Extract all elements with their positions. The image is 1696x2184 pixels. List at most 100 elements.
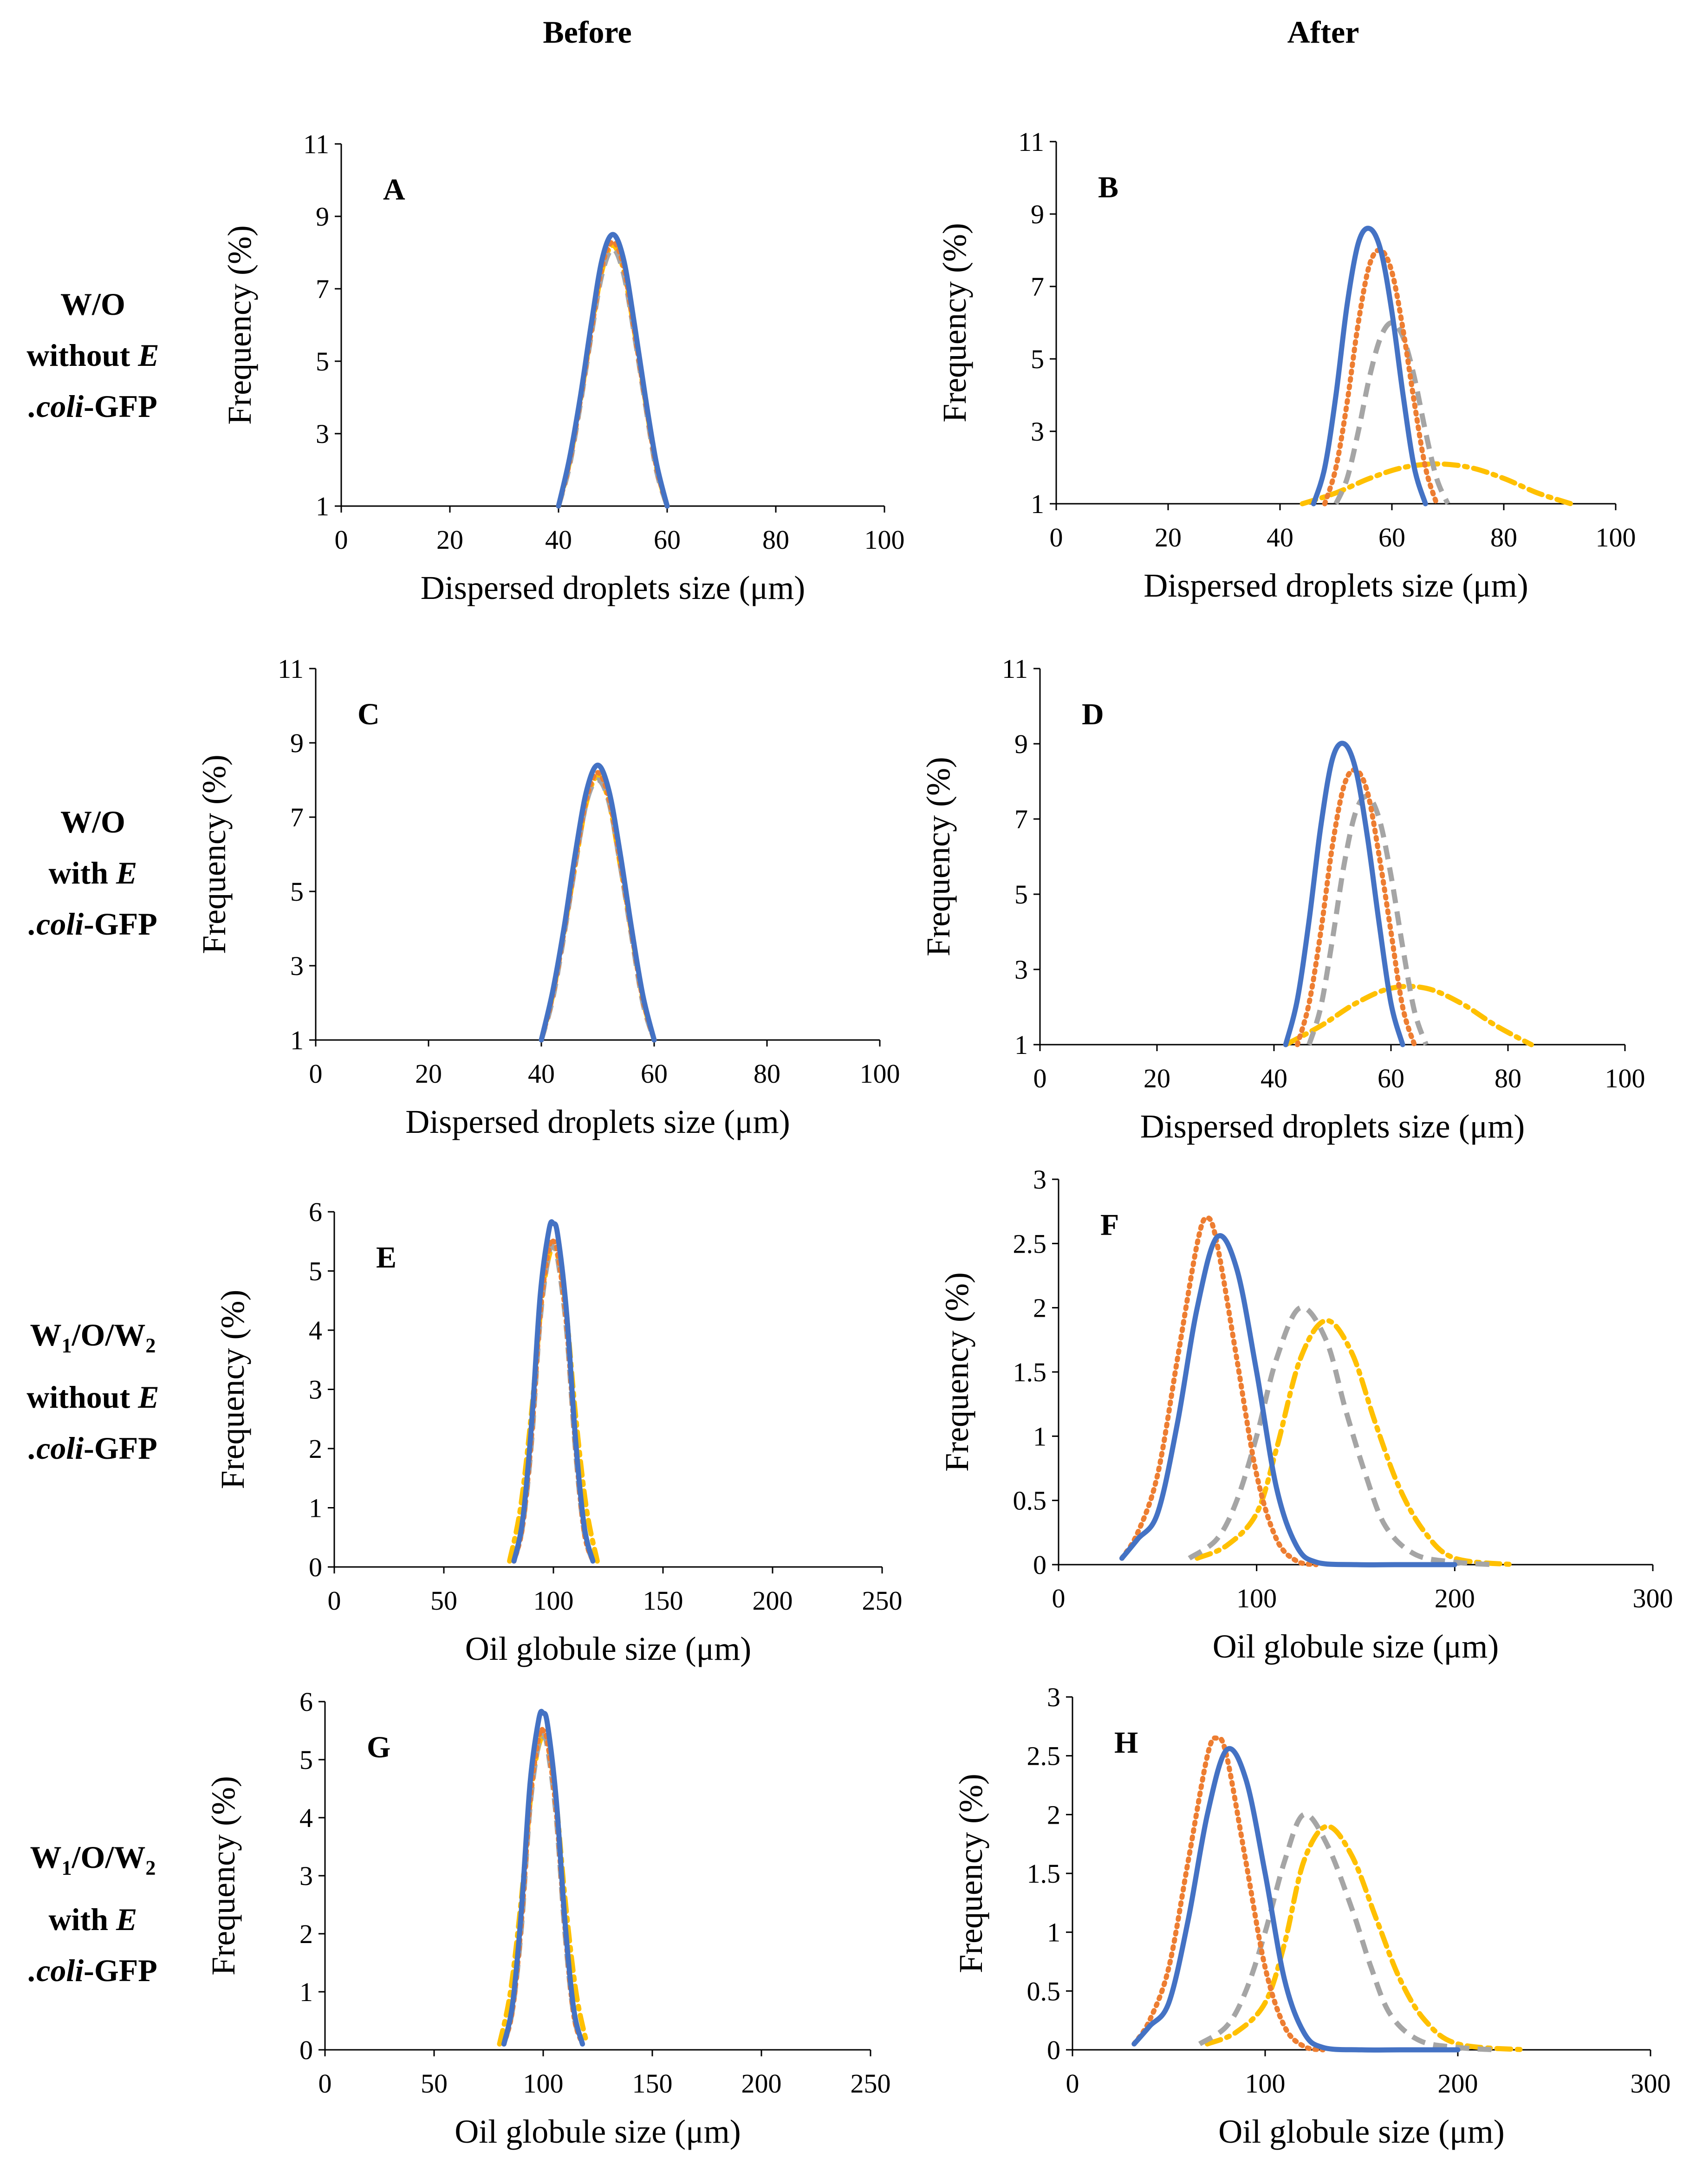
x-tick-label: 40 <box>1261 1063 1287 1093</box>
row-label-line2: with E <box>0 847 186 898</box>
x-tick-label: 100 <box>864 525 905 555</box>
x-tick-label: 20 <box>415 1059 442 1089</box>
data-series-line-2 <box>1131 1735 1326 2053</box>
x-tick-label: 60 <box>1378 1063 1404 1093</box>
row-label-genus: E <box>116 855 137 890</box>
x-tick-label: 250 <box>862 1586 903 1616</box>
x-tick-label: 50 <box>430 1586 457 1616</box>
y-axis-title: Frequency (%) <box>195 754 233 954</box>
data-series-line-2 <box>1119 1215 1319 1567</box>
y-tick-label: 3 <box>1014 955 1028 985</box>
y-tick-label: 2 <box>309 1434 322 1464</box>
x-tick-label: 300 <box>1631 2068 1671 2099</box>
y-tick-label: 7 <box>1031 272 1044 302</box>
row-label-suffix: -GFP <box>84 906 157 942</box>
y-tick-label: 9 <box>290 728 304 758</box>
x-tick-label: 80 <box>762 525 789 555</box>
row-label-genus: E <box>138 1379 159 1415</box>
row-label-line1: W/O <box>60 286 125 322</box>
x-tick-label: 0 <box>318 2068 332 2099</box>
row-label-line1: W/O <box>60 804 125 839</box>
y-tick-label: 1 <box>290 1025 304 1055</box>
x-axis-title: Dispersed droplets size (μm) <box>1140 1108 1525 1145</box>
x-tick-label: 200 <box>741 2068 782 2099</box>
y-tick-label: 7 <box>316 274 329 304</box>
x-tick-label: 80 <box>754 1059 780 1089</box>
row-label-suffix: -GFP <box>84 1952 157 1988</box>
x-tick-label: 20 <box>436 525 463 555</box>
x-tick-label: 100 <box>1236 1583 1277 1613</box>
row-label-species: .coli <box>28 1952 84 1988</box>
y-tick-label: 11 <box>278 654 304 684</box>
x-tick-label: 100 <box>533 1586 574 1616</box>
data-series-line-3 <box>1188 1305 1495 1567</box>
x-tick-label: 200 <box>753 1586 793 1616</box>
x-tick-label: 40 <box>1267 522 1293 552</box>
y-tick-label: 5 <box>290 877 304 907</box>
row-label-genus: E <box>138 338 159 373</box>
x-tick-label: 60 <box>654 525 681 555</box>
y-tick-label: 3 <box>316 419 329 449</box>
y-tick-label: 1 <box>1014 1030 1028 1060</box>
y-axis-title: Frequency (%) <box>936 223 973 422</box>
row-label-line2: without E <box>0 330 186 381</box>
y-tick-label: 0.5 <box>1013 1486 1047 1516</box>
y-axis-title: Frequency (%) <box>214 1290 251 1489</box>
y-tick-label: 11 <box>1018 127 1044 157</box>
y-tick-label: 3 <box>1033 1164 1046 1195</box>
row-label-species: .coli <box>28 906 84 942</box>
x-tick-label: 150 <box>643 1586 683 1616</box>
y-tick-label: 3 <box>309 1375 322 1405</box>
y-tick-label: 9 <box>1031 199 1044 229</box>
x-tick-label: 50 <box>421 2068 448 2099</box>
row-label-line3: .coli-GFP <box>0 898 186 949</box>
y-tick-label: 5 <box>299 1745 313 1775</box>
x-axis-title: Oil globule size (μm) <box>465 1630 751 1667</box>
panel-letter: G <box>367 1730 390 1764</box>
y-tick-label: 0 <box>1047 2035 1060 2065</box>
x-axis-title: Dispersed droplets size (μm) <box>405 1103 790 1140</box>
y-tick-label: 5 <box>1014 879 1028 910</box>
y-tick-label: 2 <box>1047 1800 1060 1830</box>
x-axis-title: Oil globule size (μm) <box>1218 2113 1504 2150</box>
y-tick-label: 1 <box>299 1977 313 2007</box>
panel-letter: C <box>357 697 380 731</box>
data-series-line-4 <box>1205 1824 1528 2053</box>
x-tick-label: 100 <box>860 1059 900 1089</box>
x-tick-label: 40 <box>528 1059 555 1089</box>
row-label-species: .coli <box>28 1430 84 1466</box>
data-series-line-4 <box>1195 1318 1517 1567</box>
x-tick-label: 0 <box>309 1059 323 1089</box>
y-tick-label: 1 <box>316 491 329 521</box>
row-label-line3: .coli-GFP <box>0 381 186 432</box>
x-tick-label: 60 <box>1378 522 1405 552</box>
row-label-wow-with: W1/O/W2 with E .coli-GFP <box>0 1832 186 1996</box>
panel-letter: H <box>1114 1726 1138 1760</box>
y-tick-label: 5 <box>1031 344 1044 374</box>
x-tick-label: 80 <box>1490 522 1517 552</box>
data-series-line-1 <box>1131 1746 1461 2053</box>
panel-letter: D <box>1082 697 1104 731</box>
row-label-prefix: without <box>26 338 138 373</box>
row-label-line1: W1/O/W2 <box>30 1317 156 1357</box>
panel-letter: F <box>1100 1208 1119 1242</box>
row-label-wow-without: W1/O/W2 without E .coli-GFP <box>0 1309 186 1474</box>
y-tick-label: 5 <box>309 1256 322 1287</box>
x-axis-title: Oil globule size (μm) <box>455 2113 741 2150</box>
y-tick-label: 1 <box>1031 489 1044 519</box>
panel-letter: B <box>1098 170 1118 204</box>
data-series-line-1 <box>501 1709 585 2047</box>
data-series-line-1 <box>511 1219 596 1564</box>
y-tick-label: 0 <box>309 1552 322 1582</box>
y-tick-label: 0 <box>299 2035 313 2065</box>
y-tick-label: 3 <box>1031 416 1044 447</box>
x-tick-label: 250 <box>851 2068 891 2099</box>
x-axis-title: Dispersed droplets size (μm) <box>421 569 805 606</box>
x-tick-label: 20 <box>1155 522 1182 552</box>
data-series-line-1 <box>1283 741 1405 1047</box>
x-tick-label: 20 <box>1144 1063 1170 1093</box>
